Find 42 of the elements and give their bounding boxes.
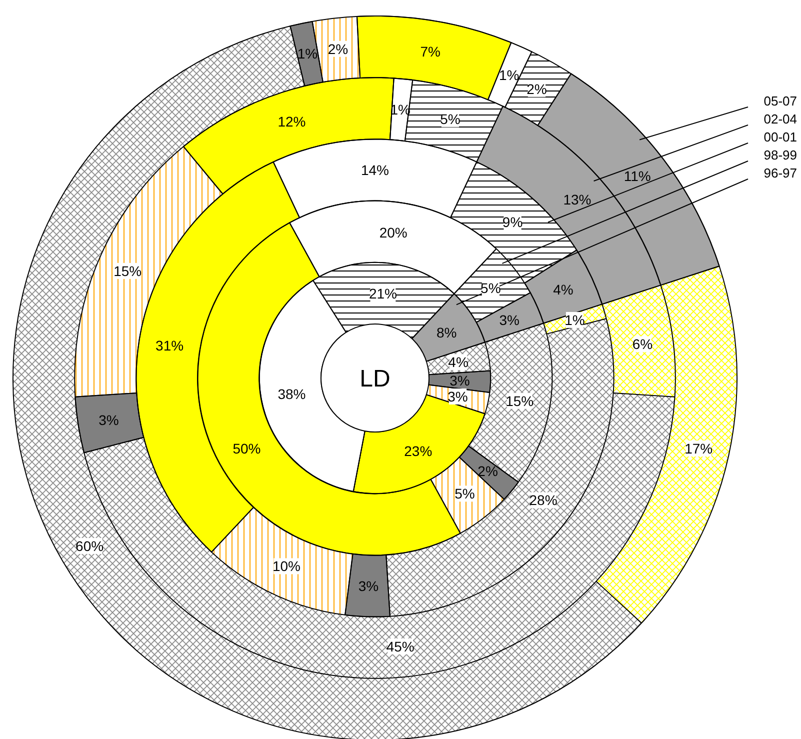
slice-label: 00-01 [764,130,797,145]
data-label: 14% [360,162,390,178]
data-label: 31% [156,337,184,354]
slice-label: 98-99 [764,148,797,163]
data-label: 20% [379,224,408,241]
data-label: 17% [684,440,713,456]
data-label: 4% [448,354,468,370]
data-label: 1% [564,312,585,328]
data-label: 21% [368,285,397,302]
data-label: 11% [624,168,651,184]
data-label: 10% [272,558,300,574]
data-label: 2% [526,80,547,97]
data-label: 4% [553,281,574,298]
data-label: 7% [420,43,440,60]
data-label: 5% [480,280,501,296]
data-label: 3% [499,312,520,328]
data-label: 38% [278,386,306,402]
data-label: 3% [358,578,379,594]
data-label: 13% [563,192,592,208]
slice-label: 02-04 [764,112,797,127]
data-label: 15% [114,262,142,279]
data-label: 1% [498,67,520,84]
data-label: 5% [440,111,460,128]
data-label: 3% [450,372,470,389]
data-label: 8% [436,324,457,340]
data-label: 2% [328,40,348,57]
data-label: 12% [278,113,306,130]
data-label: 45% [386,638,414,654]
data-label: 6% [632,336,653,352]
data-label: 1% [297,46,318,62]
data-label: 60% [76,538,104,554]
slice-label: 05-07 [764,94,797,109]
data-label: 3% [98,412,119,428]
data-label: 2% [478,463,498,480]
data-label: 28% [529,492,558,508]
text: LD [360,365,390,392]
data-label: 50% [232,440,261,456]
data-label: 5% [454,486,475,502]
data-label: 23% [404,442,432,459]
data-label: 15% [506,392,534,409]
data-label: 9% [502,214,523,230]
slice-label: 96-97 [764,166,797,181]
